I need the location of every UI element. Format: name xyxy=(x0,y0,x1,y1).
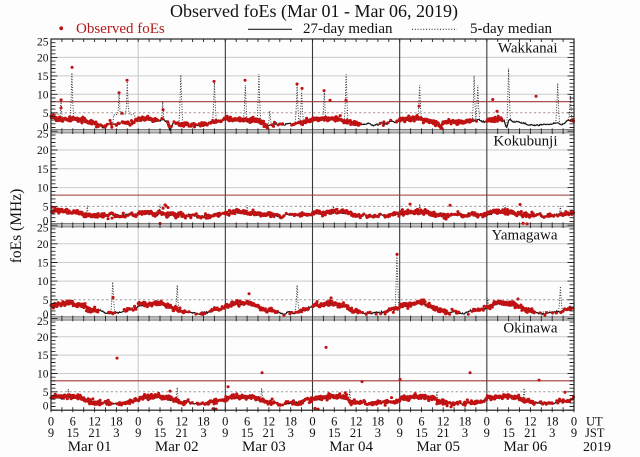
svg-text:15: 15 xyxy=(37,258,49,270)
svg-text:21: 21 xyxy=(263,426,276,440)
svg-text:Mar 01: Mar 01 xyxy=(68,439,112,455)
svg-text:0: 0 xyxy=(43,401,49,413)
svg-text:12: 12 xyxy=(350,415,363,429)
svg-text:UT: UT xyxy=(586,415,603,429)
svg-text:Mar 06: Mar 06 xyxy=(504,439,548,455)
svg-text:18: 18 xyxy=(197,415,210,429)
svg-text:0: 0 xyxy=(48,415,54,429)
svg-text:9: 9 xyxy=(309,426,315,440)
svg-text:12: 12 xyxy=(437,415,450,429)
svg-text:15: 15 xyxy=(37,350,49,362)
svg-text:18: 18 xyxy=(459,415,472,429)
svg-text:2019: 2019 xyxy=(583,440,611,455)
svg-text:20: 20 xyxy=(37,52,49,64)
svg-text:3: 3 xyxy=(375,426,381,440)
svg-text:6: 6 xyxy=(157,415,163,429)
svg-text:10: 10 xyxy=(37,369,49,381)
svg-text:20: 20 xyxy=(37,239,49,251)
svg-text:15: 15 xyxy=(67,426,80,440)
svg-text:3: 3 xyxy=(200,426,206,440)
svg-text:9: 9 xyxy=(571,426,577,440)
svg-text:9: 9 xyxy=(397,426,403,440)
svg-text:15: 15 xyxy=(328,426,341,440)
svg-text:Okinawa: Okinawa xyxy=(503,321,557,337)
svg-text:Wakkanai: Wakkanai xyxy=(498,40,558,56)
svg-text:18: 18 xyxy=(546,415,559,429)
svg-text:12: 12 xyxy=(524,415,537,429)
svg-text:JST: JST xyxy=(585,426,605,440)
svg-text:0: 0 xyxy=(309,415,315,429)
svg-text:0: 0 xyxy=(571,415,577,429)
svg-text:Observed foEs (Mar 01 - Mar 06: Observed foEs (Mar 01 - Mar 06, 2019) xyxy=(170,1,458,22)
svg-text:5-day median: 5-day median xyxy=(470,21,553,37)
svg-text:Kokubunji: Kokubunji xyxy=(493,133,557,149)
svg-text:15: 15 xyxy=(37,164,49,176)
svg-text:21: 21 xyxy=(350,426,363,440)
svg-text:5: 5 xyxy=(43,295,49,307)
svg-text:3: 3 xyxy=(549,426,555,440)
svg-text:0: 0 xyxy=(43,216,49,228)
svg-text:18: 18 xyxy=(284,415,297,429)
svg-text:21: 21 xyxy=(437,426,450,440)
svg-text:0: 0 xyxy=(222,415,228,429)
svg-text:6: 6 xyxy=(244,415,250,429)
svg-text:3: 3 xyxy=(288,426,294,440)
svg-text:0: 0 xyxy=(397,415,403,429)
svg-text:0: 0 xyxy=(43,122,49,134)
svg-text:10: 10 xyxy=(37,89,49,101)
svg-text:6: 6 xyxy=(70,415,76,429)
svg-text:3: 3 xyxy=(462,426,468,440)
svg-text:15: 15 xyxy=(241,426,254,440)
svg-text:0: 0 xyxy=(135,415,141,429)
svg-text:5: 5 xyxy=(43,108,49,120)
svg-text:9: 9 xyxy=(135,426,141,440)
svg-text:25: 25 xyxy=(37,129,49,141)
svg-text:Observed foEs: Observed foEs xyxy=(76,21,165,37)
svg-text:9: 9 xyxy=(48,426,54,440)
svg-text:15: 15 xyxy=(502,426,515,440)
svg-text:5: 5 xyxy=(43,387,49,399)
svg-text:15: 15 xyxy=(154,426,167,440)
svg-text:0: 0 xyxy=(484,415,490,429)
svg-text:Mar 05: Mar 05 xyxy=(416,439,460,455)
svg-text:21: 21 xyxy=(524,426,537,440)
svg-text:12: 12 xyxy=(263,415,276,429)
svg-text:6: 6 xyxy=(418,415,424,429)
svg-text:10: 10 xyxy=(37,276,49,288)
svg-text:12: 12 xyxy=(176,415,189,429)
svg-text:9: 9 xyxy=(222,426,228,440)
svg-text:Mar 02: Mar 02 xyxy=(155,439,199,455)
svg-text:15: 15 xyxy=(415,426,428,440)
svg-text:21: 21 xyxy=(176,426,189,440)
svg-text:Yamagawa: Yamagawa xyxy=(492,227,558,243)
svg-text:3: 3 xyxy=(113,426,119,440)
svg-text:Mar 03: Mar 03 xyxy=(242,439,286,455)
svg-text:0: 0 xyxy=(43,309,49,321)
svg-text:9: 9 xyxy=(484,426,490,440)
svg-text:21: 21 xyxy=(88,426,101,440)
svg-text:20: 20 xyxy=(37,332,49,344)
svg-text:20: 20 xyxy=(37,145,49,157)
svg-text:18: 18 xyxy=(110,415,123,429)
svg-text:18: 18 xyxy=(372,415,385,429)
svg-text:25: 25 xyxy=(37,316,49,328)
svg-text:foEs (MHz): foEs (MHz) xyxy=(8,189,25,263)
svg-text:6: 6 xyxy=(505,415,511,429)
svg-text:Mar 04: Mar 04 xyxy=(329,439,373,455)
svg-text:12: 12 xyxy=(88,415,101,429)
svg-text:6: 6 xyxy=(331,415,337,429)
svg-text:10: 10 xyxy=(37,183,49,195)
svg-text:25: 25 xyxy=(37,37,49,49)
svg-text:5: 5 xyxy=(43,201,49,213)
svg-text:25: 25 xyxy=(37,223,49,235)
svg-text:15: 15 xyxy=(37,71,49,83)
svg-text:27-day median: 27-day median xyxy=(303,21,393,37)
